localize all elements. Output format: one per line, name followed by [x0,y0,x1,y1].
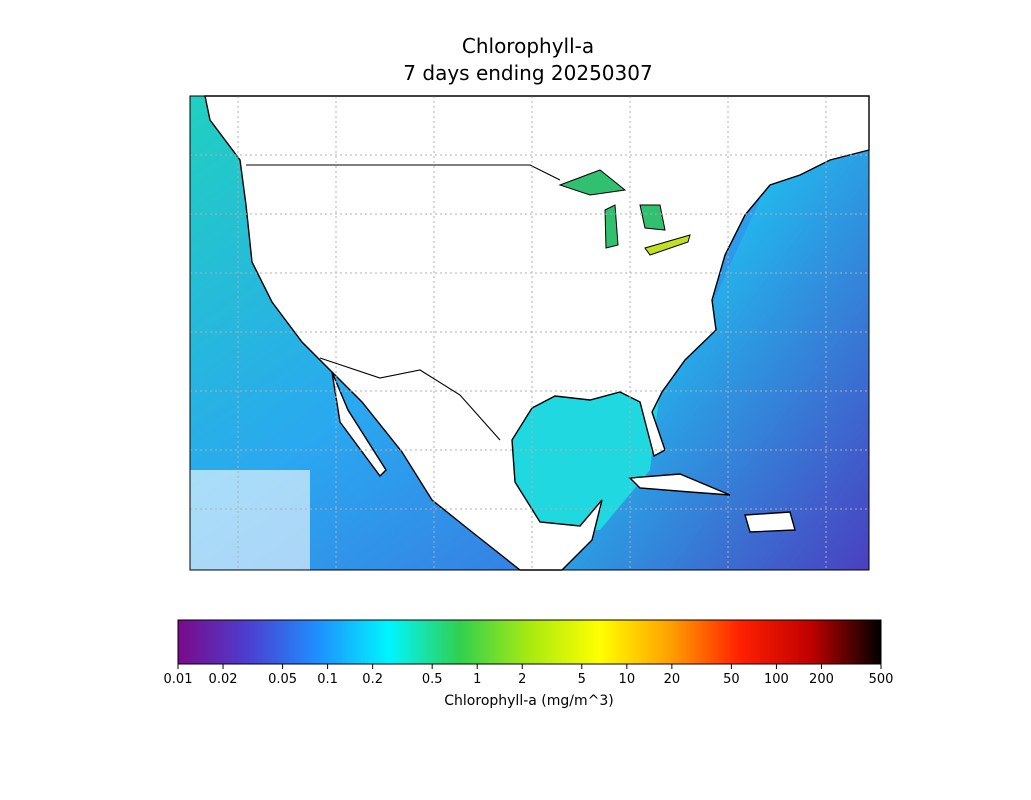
title-line: 7 days ending 20250307 [403,61,652,85]
title-line: Chlorophyll-a [462,34,594,58]
colorbar-tick-label: 200 [809,672,834,687]
graticule [190,96,869,570]
colorbar-label: Chlorophyll-a (mg/m^3) [444,693,613,709]
colorbar-tick-label: 0.02 [209,672,238,687]
map-frame [189,95,870,571]
colorbar-tick-label: 0.2 [362,672,383,687]
colorbar-tick-label: 100 [764,672,789,687]
colorbar-tick-label: 0.1 [317,672,338,687]
colorbar-tick-label: 50 [723,672,740,687]
lake-superior [558,169,627,196]
colorbar [177,619,882,665]
lake-michigan [604,204,619,249]
colorbar-tick-label: 0.05 [268,672,297,687]
colorbar-tick-label: 0.01 [164,672,193,687]
cloud-gap [190,470,310,570]
colorbar-tick-label: 0.5 [422,672,443,687]
lake-huron [639,204,666,231]
hispaniola [744,511,796,533]
colorbar-tick-label: 5 [578,672,586,687]
colorbar-tick-label: 2 [518,672,526,687]
colorbar-tick-label: 500 [869,672,894,687]
lake-erie [644,234,691,256]
colorbar-tick-label: 20 [664,672,681,687]
us-mexico-border [319,357,501,441]
cuba [628,473,731,496]
baja-california [331,371,387,478]
colorbar-tick-label: 1 [473,672,481,687]
gulf-of-mexico [500,390,660,530]
us-canada-border [246,164,561,181]
colorbar-tick-label: 10 [619,672,636,687]
map [189,95,870,571]
